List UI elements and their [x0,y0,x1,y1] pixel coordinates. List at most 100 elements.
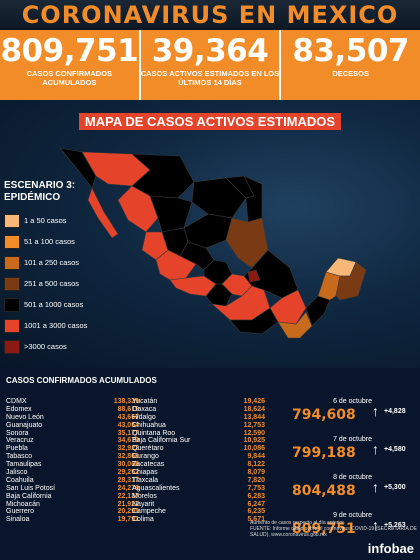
table-row: CDMX 138,329 [6,398,139,406]
case-count: 32,922 [117,445,139,453]
cases-table-col1: CDMX 138,329 Edomex 88,619 Nuevo León 43,667 G… [6,398,139,524]
legend-swatch [4,213,20,228]
state-name: Oaxaca [132,405,157,413]
timeline-value: 804,488 [292,483,356,499]
map-title: MAPA DE CASOS ACTIVOS ESTIMADOS [50,113,370,130]
case-count: 8,122 [247,461,265,469]
case-count: 7,753 [247,484,265,492]
table-row: Puebla 32,922 [6,445,139,453]
legend-label: 51 a 100 casos [24,237,75,246]
table-row: Edomex 88,619 [6,406,139,414]
case-count: 12,753 [243,421,265,429]
case-count: 19,791 [117,516,139,524]
state-name: Querétaro [132,445,164,453]
timeline-increase: +5,263 [384,522,406,529]
case-count: 22,137 [117,492,139,500]
timeline-item: 9 de octubre 809,751 ↑ +5,263 [272,512,420,550]
case-count: 6,247 [247,500,265,508]
map-state [59,147,97,189]
state-name: Aguascalientes [132,484,180,492]
case-count: 43,054 [117,421,139,429]
legend-swatch [4,234,20,249]
case-count: 18,624 [243,405,265,413]
stat-confirmed-value: 809,751 [0,33,139,69]
cases-table-col2: Yucatán 19,426 Oaxaca 18,624 Hidalgo 13,844 Ch… [132,398,265,524]
legend-item: 101 a 250 casos [4,252,114,273]
timeline-item: 8 de octubre 804,488 ↑ +5,300 [272,474,420,512]
state-name: Nuevo León [6,413,44,421]
arrow-legend-note: Aumento de casos respecto al día anterio… [250,520,344,526]
arrow-up-icon: ↑ [372,441,379,457]
stat-active-value: 39,364 [151,33,269,69]
table-row: Aguascalientes 7,753 [132,485,265,493]
table-row: Campeche 6,235 [132,508,265,516]
state-name: Guanajuato [6,421,43,429]
case-count: 6,235 [247,508,265,516]
timeline-value: 809,751 [292,521,356,537]
table-title: CASOS CONFIRMADOS ACUMULADOS [6,376,157,385]
legend-swatch [4,339,20,354]
state-name: Nayarit [132,500,155,508]
table-row: Colima 5,671 [132,516,265,524]
state-name: Tamaulipas [6,461,42,469]
state-name: Baja California Sur [132,437,191,445]
legend-item: 1001 a 3000 casos [4,315,114,336]
state-name: Chiapas [132,469,158,477]
map-state [149,195,193,233]
state-name: Sinaloa [6,516,30,524]
case-count: 7,820 [247,476,265,484]
timeline-item: 7 de octubre 799,188 ↑ +4,580 [272,436,420,474]
case-count: 12,590 [243,429,265,437]
case-count: 35,177 [117,429,139,437]
state-name: Puebla [6,445,28,453]
case-count: 8,079 [247,469,265,477]
stat-active: 39,364 CASOS ACTIVOS ESTIMADOS EN LOS ÚL… [138,30,280,100]
state-name: Coahuila [6,476,34,484]
legend-label: 101 a 250 casos [24,258,80,267]
legend-swatch [4,318,20,333]
table-row: Chihuahua 12,753 [132,422,265,430]
state-name: San Luis Potosí [6,484,56,492]
table-row: Morelos 6,283 [132,493,265,501]
state-name: Yucatán [132,398,158,405]
case-count: 32,860 [117,453,139,461]
timeline-increase: +5,300 [384,484,406,491]
case-count: 138,329 [113,398,139,405]
arrow-up-icon: ↑ [372,517,379,533]
map-section: MAPA DE CASOS ACTIVOS ESTIMADOS ESCENARI… [0,100,420,368]
legend-item: 251 a 500 casos [4,273,114,294]
state-name: Tabasco [6,453,33,461]
legend-item: 51 a 100 casos [4,231,114,252]
daily-timeline: 6 de octubre 794,608 ↑ +4,828 7 de octub… [272,398,420,550]
mexico-map [59,147,367,339]
state-name: Sonora [6,429,29,437]
arrow-up-icon: ↑ [372,403,379,419]
table-row: Jalisco 29,252 [6,469,139,477]
legend-item: >3000 casos [4,336,114,357]
state-name: Durango [132,453,159,461]
stat-deaths-value: 83,507 [292,33,409,69]
table-row: Tlaxcala 7,820 [132,477,265,485]
legend-item: 501 a 1000 casos [4,294,114,315]
page-title: CORONAVIRUS EN MEXICO [21,1,399,29]
stat-confirmed: 809,751 CASOS CONFIRMADOS ACUMULADOS [0,30,139,100]
map-state [155,249,197,281]
case-count: 88,619 [117,405,139,413]
table-row: Chiapas 8,079 [132,469,265,477]
case-count: 6,283 [247,492,265,500]
state-name: Edomex [6,405,32,413]
table-row: Guanajuato 43,054 [6,422,139,430]
state-name: Tlaxcala [132,476,159,484]
legend-label: 501 a 1000 casos [24,300,84,309]
state-name: Quintana Roo [132,429,176,437]
table-row: Baja California Sur 10,925 [132,437,265,445]
map-legend: ESCENARIO 3: EPIDÉMICO 1 a 50 casos 51 a… [4,180,114,357]
timeline-date: 9 de octubre [333,512,372,519]
legend-label: 1001 a 3000 casos [24,321,88,330]
case-count: 29,252 [117,469,139,477]
table-row: Hidalgo 13,844 [132,414,265,422]
table-row: Baja California 22,137 [6,493,139,501]
legend-label: >3000 casos [24,342,67,351]
state-name: Guerrero [6,508,35,516]
timeline-increase: +4,580 [384,446,406,453]
